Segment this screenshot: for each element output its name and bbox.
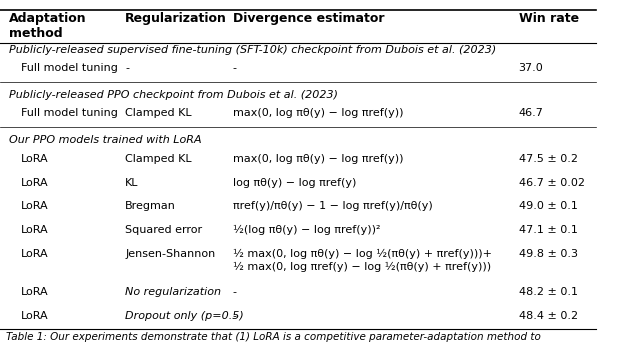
Text: Regularization: Regularization (125, 12, 227, 25)
Text: LoRA: LoRA (21, 287, 49, 297)
Text: 49.0 ± 0.1: 49.0 ± 0.1 (518, 201, 577, 211)
Text: ½ max(0, log πθ(y) − log ½(πθ(y) + πref(y)))+
½ max(0, log πref(y) − log ½(πθ(y): ½ max(0, log πθ(y) − log ½(πθ(y) + πref(… (232, 249, 492, 273)
Text: Dropout only (p=0.5): Dropout only (p=0.5) (125, 311, 244, 321)
Text: No regularization: No regularization (125, 287, 221, 297)
Text: Adaptation
method: Adaptation method (9, 12, 86, 40)
Text: LoRA: LoRA (21, 154, 49, 164)
Text: Jensen-Shannon: Jensen-Shannon (125, 249, 216, 259)
Text: -: - (125, 63, 129, 73)
Text: Table 1: Our experiments demonstrate that (1) LoRA is a competitive parameter-ad: Table 1: Our experiments demonstrate tha… (6, 332, 541, 342)
Text: Clamped KL: Clamped KL (125, 108, 192, 118)
Text: LoRA: LoRA (21, 177, 49, 187)
Text: Full model tuning: Full model tuning (21, 63, 118, 73)
Text: max(0, log πθ(y) − log πref(y)): max(0, log πθ(y) − log πref(y)) (232, 108, 403, 118)
Text: 47.5 ± 0.2: 47.5 ± 0.2 (518, 154, 578, 164)
Text: LoRA: LoRA (21, 201, 49, 211)
Text: Full model tuning: Full model tuning (21, 108, 118, 118)
Text: -: - (232, 311, 237, 321)
Text: Publicly-released PPO checkpoint from Dubois et al. (2023): Publicly-released PPO checkpoint from Du… (9, 90, 338, 100)
Text: -: - (232, 287, 237, 297)
Text: Squared error: Squared error (125, 225, 202, 235)
Text: Bregman: Bregman (125, 201, 176, 211)
Text: Win rate: Win rate (518, 12, 579, 25)
Text: Publicly-released supervised fine-tuning (SFT-10k) checkpoint from Dubois et al.: Publicly-released supervised fine-tuning… (9, 45, 496, 55)
Text: 48.2 ± 0.1: 48.2 ± 0.1 (518, 287, 578, 297)
Text: 49.8 ± 0.3: 49.8 ± 0.3 (518, 249, 578, 259)
Text: Clamped KL: Clamped KL (125, 154, 192, 164)
Text: 48.4 ± 0.2: 48.4 ± 0.2 (518, 311, 578, 321)
Text: 37.0: 37.0 (518, 63, 543, 73)
Text: Divergence estimator: Divergence estimator (232, 12, 384, 25)
Text: log πθ(y) − log πref(y): log πθ(y) − log πref(y) (232, 177, 356, 187)
Text: 46.7: 46.7 (518, 108, 543, 118)
Text: -: - (232, 63, 237, 73)
Text: Our PPO models trained with LoRA: Our PPO models trained with LoRA (9, 135, 202, 145)
Text: πref(y)/πθ(y) − 1 − log πref(y)/πθ(y): πref(y)/πθ(y) − 1 − log πref(y)/πθ(y) (232, 201, 432, 211)
Text: 46.7 ± 0.02: 46.7 ± 0.02 (518, 177, 585, 187)
Text: 47.1 ± 0.1: 47.1 ± 0.1 (518, 225, 577, 235)
Text: KL: KL (125, 177, 139, 187)
Text: ½(log πθ(y) − log πref(y))²: ½(log πθ(y) − log πref(y))² (232, 225, 380, 235)
Text: LoRA: LoRA (21, 311, 49, 321)
Text: max(0, log πθ(y) − log πref(y)): max(0, log πθ(y) − log πref(y)) (232, 154, 403, 164)
Text: LoRA: LoRA (21, 249, 49, 259)
Text: LoRA: LoRA (21, 225, 49, 235)
